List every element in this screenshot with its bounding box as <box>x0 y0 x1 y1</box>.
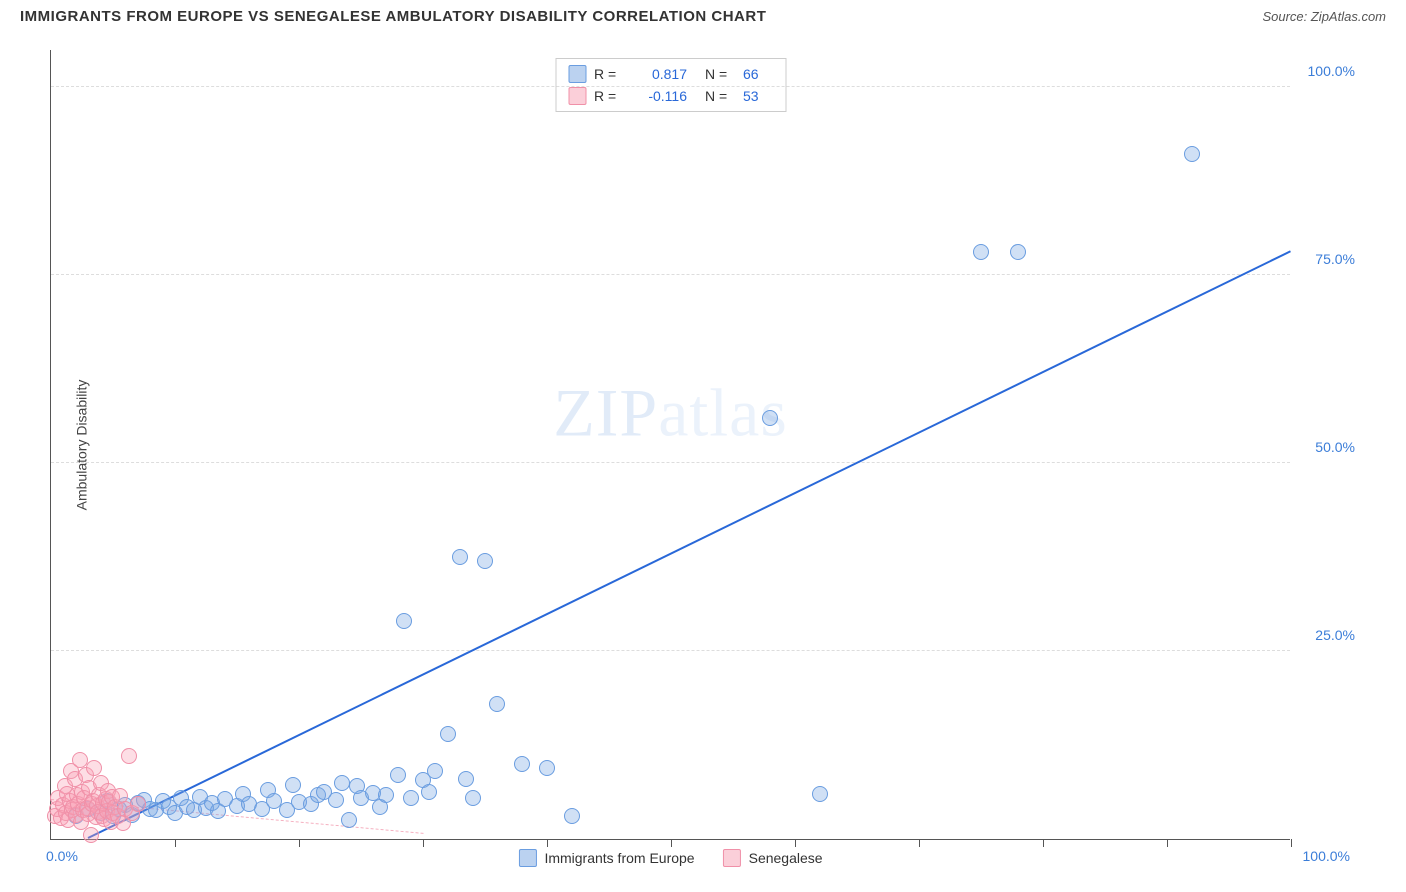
x-tick <box>795 839 796 847</box>
x-origin-label: 0.0% <box>46 848 78 864</box>
legend-bottom-item: Immigrants from Europe <box>518 849 694 867</box>
data-point <box>973 244 989 260</box>
data-point <box>285 777 301 793</box>
watermark: ZIPatlas <box>553 373 788 452</box>
data-point <box>1010 244 1026 260</box>
x-tick <box>671 839 672 847</box>
data-point <box>539 760 555 776</box>
legend-series-label: Senegalese <box>749 850 823 866</box>
data-point <box>465 790 481 806</box>
y-tick-label: 50.0% <box>1315 439 1355 455</box>
data-point <box>334 775 350 791</box>
legend-r-label: R = <box>594 66 624 82</box>
legend-n-label: N = <box>705 88 735 104</box>
legend-bottom-item: Senegalese <box>723 849 823 867</box>
data-point <box>812 786 828 802</box>
data-point <box>378 787 394 803</box>
data-point <box>328 792 344 808</box>
data-point <box>440 726 456 742</box>
watermark-zip: ZIP <box>553 374 658 450</box>
trend-line-0 <box>88 250 1292 839</box>
data-point <box>762 410 778 426</box>
y-tick-label: 25.0% <box>1315 627 1355 643</box>
data-point <box>489 696 505 712</box>
data-point <box>72 752 88 768</box>
x-tick <box>1291 839 1292 847</box>
data-point <box>421 784 437 800</box>
data-point <box>564 808 580 824</box>
data-point <box>83 827 99 843</box>
data-point <box>1184 146 1200 162</box>
data-point <box>427 763 443 779</box>
legend-r-label: R = <box>594 88 624 104</box>
x-tick <box>175 839 176 847</box>
x-max-label: 100.0% <box>1303 848 1350 864</box>
grid-line <box>51 274 1290 275</box>
legend-swatch <box>723 849 741 867</box>
source-label: Source: ZipAtlas.com <box>1262 9 1386 24</box>
legend-series-label: Immigrants from Europe <box>544 850 694 866</box>
legend-row: R = 0.817 N = 66 <box>568 63 773 85</box>
data-point <box>403 790 419 806</box>
grid-line <box>51 86 1290 87</box>
data-point <box>86 760 102 776</box>
data-point <box>130 796 146 812</box>
legend-swatch <box>568 65 586 83</box>
legend-r-value: 0.817 <box>632 66 687 82</box>
data-point <box>121 748 137 764</box>
data-point <box>396 613 412 629</box>
legend-swatch <box>518 849 536 867</box>
data-point <box>390 767 406 783</box>
y-tick-label: 100.0% <box>1308 63 1355 79</box>
data-point <box>477 553 493 569</box>
legend-n-value: 66 <box>743 66 773 82</box>
y-tick-label: 75.0% <box>1315 251 1355 267</box>
chart-title: IMMIGRANTS FROM EUROPE VS SENEGALESE AMB… <box>20 8 766 25</box>
data-point <box>458 771 474 787</box>
grid-line <box>51 462 1290 463</box>
legend-swatch <box>568 87 586 105</box>
x-tick <box>423 839 424 847</box>
data-point <box>452 549 468 565</box>
grid-line <box>51 650 1290 651</box>
x-tick <box>919 839 920 847</box>
y-axis-label: Ambulatory Disability <box>73 379 89 510</box>
data-point <box>341 812 357 828</box>
x-tick <box>547 839 548 847</box>
legend-r-value: -0.116 <box>632 88 687 104</box>
x-tick <box>1043 839 1044 847</box>
legend-row: R = -0.116 N = 53 <box>568 85 773 107</box>
legend-n-value: 53 <box>743 88 773 104</box>
legend-n-label: N = <box>705 66 735 82</box>
chart-container: Ambulatory Disability ZIPatlas R = 0.817 N… <box>50 50 1390 870</box>
data-point <box>514 756 530 772</box>
x-tick <box>1167 839 1168 847</box>
x-tick <box>299 839 300 847</box>
plot-area: Ambulatory Disability ZIPatlas R = 0.817 N… <box>50 50 1290 840</box>
legend-series: Immigrants from Europe Senegalese <box>518 849 822 867</box>
